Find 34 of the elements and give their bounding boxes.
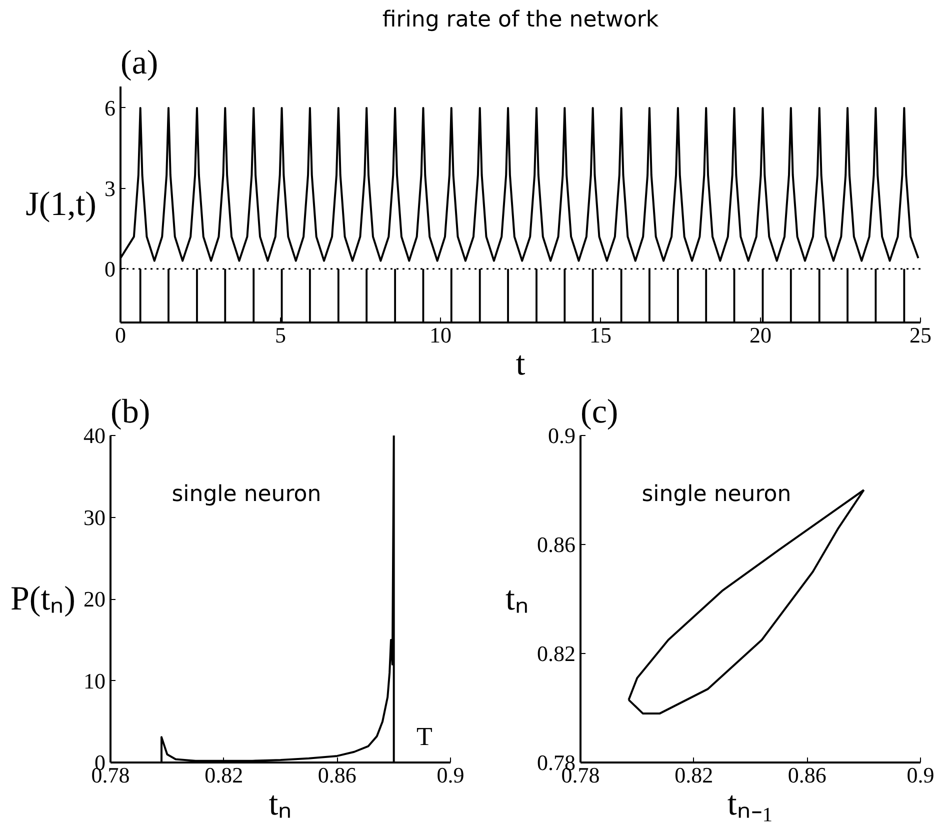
x-tick-label: 0.86	[788, 762, 826, 788]
x-tick-label: 20	[750, 322, 772, 348]
x-tick-label: 5	[275, 322, 286, 348]
annotation: T	[416, 722, 432, 751]
x-tick-label: 25	[910, 322, 932, 348]
x-axis-title: t	[516, 346, 526, 382]
y-tick-label: 20	[84, 586, 106, 612]
text: (c)	[580, 394, 618, 430]
y-tick-label: 6	[104, 95, 116, 120]
x-tick-label: 0.82	[674, 762, 714, 788]
x-axis-title: tₙ₋₁	[727, 786, 774, 822]
y-tick-label: 0	[104, 256, 116, 282]
text: (b)	[110, 394, 150, 430]
y-tick-label: 0.82	[537, 641, 576, 666]
x-tick-label: 10	[430, 322, 452, 348]
y-axis-title: J(1,t)	[26, 186, 97, 223]
x-tick-label: 15	[590, 322, 612, 348]
x-tick-label: 0.9	[436, 762, 464, 788]
text: (a)	[120, 44, 158, 82]
y-axis-title: P(tₙ)	[10, 580, 76, 618]
y-tick-label: 0.9	[548, 423, 576, 448]
x-tick-label: 0.9	[906, 762, 934, 788]
x-tick-label: 0.86	[318, 762, 356, 788]
chart-title: firing rate of the network	[382, 8, 659, 32]
y-tick-label: 3	[104, 176, 116, 201]
y-tick-label: 10	[84, 668, 106, 694]
y-axis-title: tₙ	[506, 580, 530, 618]
x-axis-title: tₙ	[268, 786, 292, 822]
y-tick-label: 40	[84, 423, 106, 448]
y-tick-label: 30	[84, 504, 106, 530]
annotation: single neuron	[642, 482, 792, 507]
x-tick-label: 0.82	[204, 762, 244, 788]
annotation: single neuron	[172, 482, 322, 507]
y-tick-label: 0.86	[537, 532, 576, 557]
